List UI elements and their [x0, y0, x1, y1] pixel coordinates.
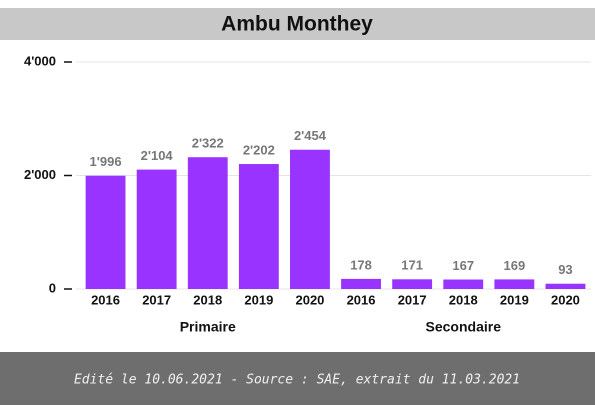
- y-tick-label: 2'000: [24, 167, 56, 182]
- bar: [341, 278, 381, 289]
- bar: [290, 149, 330, 289]
- y-tick-label: 0: [49, 280, 56, 295]
- group-label: Primaire: [180, 319, 236, 335]
- value-label: 167: [452, 258, 474, 273]
- bar: [494, 279, 535, 289]
- value-label: 2'104: [141, 148, 174, 163]
- bar: [392, 279, 433, 289]
- x-tick-label: 2019: [500, 292, 529, 307]
- bar: [136, 169, 177, 289]
- header-bar: [0, 8, 595, 40]
- value-label: 1'996: [90, 154, 122, 169]
- y-tick-label: 4'000: [24, 53, 56, 68]
- x-tick-label: 2016: [347, 292, 376, 307]
- group-label: Secondaire: [426, 319, 502, 335]
- chart-title: Ambu Monthey: [221, 13, 373, 36]
- bar: [443, 279, 484, 289]
- value-label: 169: [503, 258, 525, 273]
- x-tick-label: 2018: [193, 292, 222, 307]
- x-tick-label: 2018: [449, 292, 478, 307]
- footer-bar: [0, 352, 595, 405]
- value-label: 2'322: [192, 136, 224, 151]
- value-label: 178: [350, 257, 372, 272]
- bar: [545, 283, 586, 289]
- bar: [238, 164, 279, 289]
- bar: [85, 175, 126, 289]
- value-label: 2'454: [294, 128, 327, 143]
- x-tick-label: 2019: [244, 292, 273, 307]
- x-tick-label: 2020: [295, 292, 324, 307]
- x-tick-label: 2020: [551, 292, 580, 307]
- value-label: 2'202: [243, 142, 275, 157]
- x-tick-label: 2017: [398, 292, 427, 307]
- x-tick-label: 2017: [142, 292, 171, 307]
- bar: [187, 157, 228, 289]
- footer-text: Edité le 10.06.2021 - Source : SAE, extr…: [74, 373, 520, 388]
- value-label: 93: [558, 262, 572, 277]
- x-tick-label: 2016: [91, 292, 120, 307]
- value-label: 171: [401, 258, 423, 273]
